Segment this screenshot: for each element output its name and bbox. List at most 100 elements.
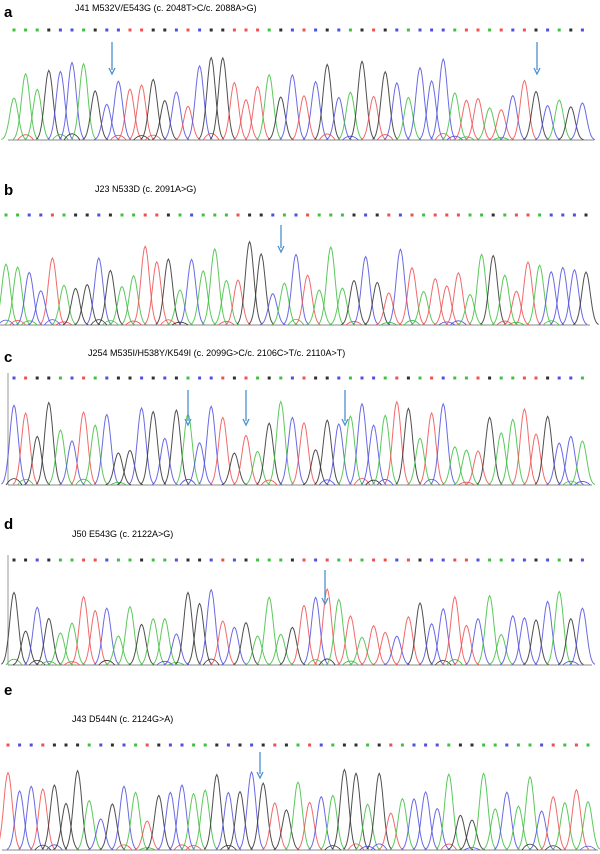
peak [145,794,172,850]
peak [470,772,497,850]
base-call [151,558,155,562]
base-call [377,743,381,747]
base-call [340,213,344,217]
base-call [360,376,364,380]
peak [407,601,433,665]
base-call [221,28,225,32]
peak [120,274,147,325]
noise [138,847,156,851]
peak [175,591,201,665]
peak [551,801,578,850]
base-call [163,376,167,380]
noise [574,481,591,486]
peak [433,285,460,326]
noise [370,843,388,851]
base-call [375,213,379,217]
base-call [387,213,391,217]
peak [302,449,329,486]
noise [521,843,539,851]
panel-title: J41 M532V/E543G (c. 2048T>C/c. 2088A>G) [75,3,257,13]
base-call [470,743,474,747]
panel-label: a [4,4,13,21]
peak [105,80,132,140]
peak [337,91,364,140]
base-call [143,213,147,217]
base-call [186,28,190,32]
peak [480,254,507,325]
peak [557,435,584,485]
base-call [163,558,167,562]
base-call [290,376,294,380]
peak [0,771,21,850]
base-call [511,376,515,380]
peak [325,598,352,665]
base-call [464,376,468,380]
peak [488,431,515,485]
base-call [441,558,445,562]
peak [354,803,381,850]
base-call [366,743,370,747]
peak [291,604,317,665]
noise [423,478,440,486]
base-call [151,28,155,32]
base-call [406,28,410,32]
peak [1,97,27,140]
base-call [319,743,323,747]
base-call [528,743,532,747]
peak [453,624,480,666]
base-call [522,28,526,32]
noise [40,660,58,666]
peak [279,73,306,140]
peak [267,96,294,140]
peak [273,809,300,851]
arrow-head [533,67,541,76]
peak [575,800,600,850]
peak [221,81,248,140]
peak [267,400,294,485]
peak [447,814,474,851]
peak [569,607,596,665]
arrow-head [242,418,250,427]
base-call [64,743,68,747]
base-call [410,213,414,217]
peak [39,256,66,325]
peak [491,274,518,325]
base-call [468,213,472,217]
base-call [282,213,286,217]
peak [325,423,352,485]
peak [395,407,422,485]
peak [407,66,433,140]
base-call [24,558,28,562]
peak [383,400,410,485]
peak [435,772,462,850]
base-call [441,28,445,32]
base-call [464,28,468,32]
peak [569,440,596,485]
peak [271,282,298,325]
peak [482,808,508,850]
peak [128,84,155,140]
base-call [232,558,236,562]
peak [360,95,387,140]
peak [546,442,573,485]
peak [285,781,311,850]
base-call [511,558,515,562]
noise [438,321,456,326]
base-call [290,28,294,32]
peak [511,79,538,140]
base-call [70,28,74,32]
base-call [108,213,112,217]
noise [446,135,464,141]
peak [163,633,190,666]
peak [459,819,485,851]
base-call [58,28,62,32]
peak [573,271,599,325]
peak [24,606,51,665]
base-call [580,376,584,380]
base-call [406,376,410,380]
base-call [35,558,39,562]
base-call [47,28,51,32]
peak [88,818,114,851]
base-call [491,213,495,217]
noise [46,844,63,851]
